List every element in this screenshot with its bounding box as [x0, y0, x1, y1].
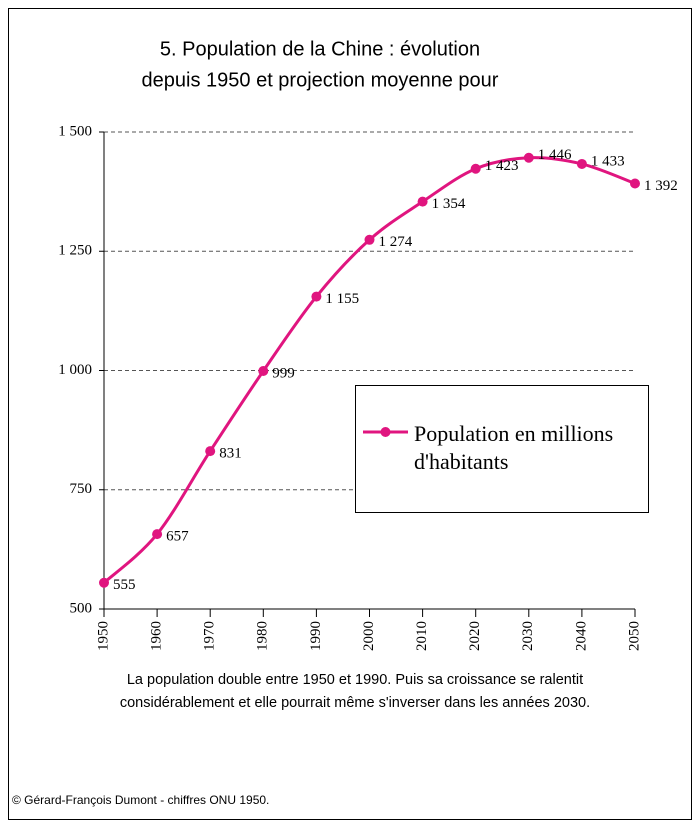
- y-tick-label: 500: [70, 600, 93, 616]
- y-tick-label: 1 500: [58, 123, 92, 139]
- data-point: [364, 234, 375, 245]
- data-label: 1 446: [538, 147, 572, 163]
- data-label: 657: [166, 529, 189, 545]
- data-label: 1 274: [379, 234, 413, 250]
- data-point: [417, 196, 428, 207]
- data-point: [152, 529, 163, 540]
- data-point: [523, 152, 534, 163]
- x-tick-label: 1970: [202, 621, 218, 651]
- data-label: 1 354: [432, 196, 466, 212]
- x-tick-label: 2050: [626, 621, 642, 651]
- y-tick-label: 750: [70, 481, 93, 497]
- legend-marker: [380, 427, 391, 437]
- legend: Population en millions d'habitants: [355, 385, 649, 513]
- x-tick-label: 2010: [414, 621, 430, 651]
- caption: La population double entre 1950 et 1990.…: [127, 672, 583, 688]
- x-tick-label: 1980: [255, 621, 271, 651]
- chart-title: depuis 1950 et projection moyenne pour: [142, 69, 499, 91]
- data-label: 555: [113, 577, 136, 593]
- data-point: [576, 158, 587, 169]
- x-tick-label: 2040: [573, 621, 589, 651]
- data-point: [470, 163, 481, 174]
- data-label: 999: [272, 365, 295, 381]
- x-tick-label: 2020: [467, 621, 483, 651]
- legend-label-box: Population en millions d'habitants: [414, 421, 614, 474]
- data-label: 831: [219, 446, 242, 462]
- data-point: [99, 577, 109, 588]
- data-point: [630, 178, 640, 189]
- x-tick-label: 2000: [361, 621, 377, 651]
- series-line: [102, 156, 636, 584]
- caption: considérablement et elle pourrait même s…: [120, 695, 590, 711]
- data-label: 1 155: [325, 291, 359, 307]
- x-tick-label: 1950: [95, 621, 111, 651]
- x-tick-label: 1990: [308, 621, 324, 651]
- y-tick-label: 1 250: [58, 243, 92, 259]
- chart-title: 5. Population de la Chine : évolution: [160, 38, 480, 60]
- x-tick-label: 1960: [149, 621, 165, 651]
- data-point: [205, 446, 216, 457]
- data-point: [258, 365, 269, 376]
- x-tick-label: 2030: [520, 621, 536, 651]
- data-label: 1 433: [591, 153, 625, 169]
- y-tick-label: 1 000: [58, 362, 92, 378]
- data-point: [311, 291, 322, 302]
- data-label: 1 392: [644, 178, 678, 194]
- source: © Gérard-François Dumont - chiffres ONU …: [12, 793, 269, 807]
- data-label: 1 423: [485, 158, 519, 174]
- legend-label: Population en millions d'habitants: [414, 421, 614, 474]
- legend-box: [355, 385, 649, 513]
